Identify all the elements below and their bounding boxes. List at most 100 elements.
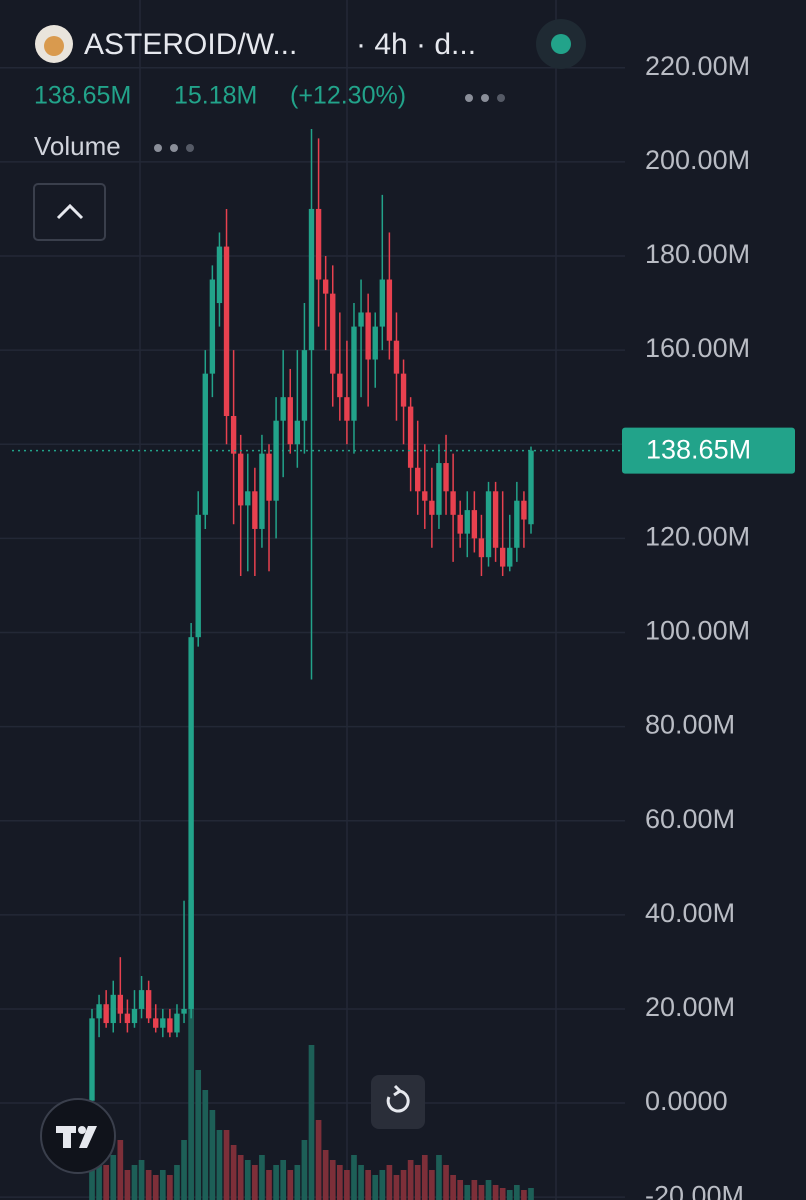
y-tick-label: -20.00M bbox=[645, 1180, 744, 1200]
candle-body bbox=[365, 312, 371, 360]
candle-body bbox=[521, 500, 527, 520]
candle-body bbox=[294, 420, 301, 445]
candle-body bbox=[415, 467, 421, 492]
candle-body bbox=[103, 1004, 109, 1024]
volume-bar bbox=[181, 1140, 187, 1200]
candle-body bbox=[499, 547, 506, 567]
candle-body bbox=[471, 510, 478, 539]
volume-bar bbox=[358, 1165, 364, 1200]
volume-bar bbox=[202, 1090, 209, 1200]
volume-bar bbox=[400, 1170, 407, 1200]
volume-bar bbox=[152, 1175, 159, 1200]
volume-bar bbox=[273, 1165, 279, 1200]
candle-body bbox=[110, 994, 116, 1024]
indicator-dots[interactable] bbox=[154, 144, 194, 152]
y-tick-label: 120.00M bbox=[645, 521, 750, 551]
volume-bar bbox=[294, 1165, 301, 1200]
volume-bar bbox=[379, 1170, 386, 1200]
status-dot bbox=[551, 34, 571, 54]
volume-bar bbox=[159, 1170, 166, 1200]
candle-body bbox=[422, 491, 428, 501]
volume-bar bbox=[506, 1190, 513, 1200]
y-tick-label: 180.00M bbox=[645, 239, 750, 269]
collapse-button[interactable] bbox=[33, 183, 106, 241]
candle-body bbox=[259, 453, 265, 529]
candle-body bbox=[131, 1008, 138, 1024]
candle-body bbox=[322, 279, 329, 294]
candle-body bbox=[301, 350, 308, 421]
candle-body bbox=[344, 397, 350, 421]
candle-body bbox=[379, 279, 385, 327]
change-pct: (+12.30%) bbox=[290, 82, 406, 110]
reset-icon bbox=[386, 1089, 410, 1113]
volume-bar bbox=[117, 1140, 124, 1200]
volume-bar bbox=[336, 1165, 343, 1200]
y-tick-label: 160.00M bbox=[645, 333, 750, 363]
candle-body bbox=[358, 312, 364, 327]
volume-bar bbox=[407, 1160, 414, 1200]
volume-bar bbox=[131, 1165, 138, 1200]
volume-bar bbox=[223, 1130, 230, 1200]
candle-body bbox=[400, 373, 407, 407]
volume-bar bbox=[372, 1175, 379, 1200]
volume-bar bbox=[103, 1165, 109, 1200]
reset-arrow bbox=[393, 1084, 403, 1097]
candle-body bbox=[429, 500, 435, 515]
y-tick-label: 60.00M bbox=[645, 804, 735, 834]
candle-body bbox=[386, 279, 393, 341]
volume-bar bbox=[145, 1170, 152, 1200]
tv-logo bbox=[56, 1126, 97, 1148]
volume-bar bbox=[393, 1175, 400, 1200]
candle-body bbox=[195, 514, 201, 638]
volume-bar bbox=[436, 1155, 442, 1200]
y-tick-label: 220.00M bbox=[645, 51, 750, 81]
volume-bar bbox=[414, 1165, 421, 1200]
volume-bar bbox=[174, 1165, 180, 1200]
volume-bar bbox=[421, 1155, 428, 1200]
tv-logo-button[interactable] bbox=[40, 1098, 116, 1174]
candle-body bbox=[528, 450, 534, 525]
candle-body bbox=[138, 990, 145, 1009]
volume-bar bbox=[244, 1160, 251, 1200]
candle-body bbox=[252, 491, 258, 529]
volume-bar bbox=[280, 1160, 287, 1200]
candle-body bbox=[216, 246, 223, 304]
candle-body bbox=[450, 491, 456, 515]
candle-body bbox=[514, 500, 520, 548]
volume-bar bbox=[344, 1170, 350, 1200]
volume-bar bbox=[450, 1175, 456, 1200]
reset-button[interactable] bbox=[371, 1075, 425, 1129]
candle-body bbox=[315, 208, 322, 280]
more-dots[interactable] bbox=[465, 94, 505, 102]
y-axis: -20.00M 0.0000 20.00M 40.00M 60.00M 80.00M 100… bbox=[12, 51, 795, 1200]
candle-body bbox=[478, 538, 485, 558]
volume-bar bbox=[315, 1120, 322, 1200]
volume-bar bbox=[195, 1070, 202, 1200]
volume-bar bbox=[457, 1180, 464, 1200]
candle-body bbox=[167, 1018, 173, 1033]
candle-body bbox=[372, 326, 378, 360]
y-tick-label: 80.00M bbox=[645, 710, 735, 740]
volume-bar bbox=[96, 1160, 102, 1200]
grid bbox=[0, 0, 625, 1200]
volume-bar bbox=[471, 1180, 478, 1200]
volume-bar bbox=[209, 1110, 216, 1200]
candle-body bbox=[145, 990, 152, 1019]
interval: · 4h · d... bbox=[356, 28, 476, 61]
volume-bar bbox=[365, 1170, 371, 1200]
volume-bar bbox=[237, 1155, 244, 1200]
price-label: 138.65M bbox=[646, 435, 751, 465]
volume-bar bbox=[443, 1165, 449, 1200]
candle-body bbox=[160, 1018, 166, 1028]
volume-bar bbox=[386, 1165, 393, 1200]
volume-bar bbox=[322, 1150, 329, 1200]
y-tick-label: 100.00M bbox=[645, 616, 750, 646]
candle-body bbox=[464, 510, 470, 534]
volume-bar bbox=[492, 1185, 499, 1200]
candle-body bbox=[492, 491, 499, 548]
y-tick-label: 200.00M bbox=[645, 145, 750, 175]
volume-bar bbox=[464, 1185, 471, 1200]
candle-body bbox=[238, 453, 244, 506]
volume-bar bbox=[329, 1160, 336, 1200]
candle-body bbox=[181, 1008, 187, 1014]
